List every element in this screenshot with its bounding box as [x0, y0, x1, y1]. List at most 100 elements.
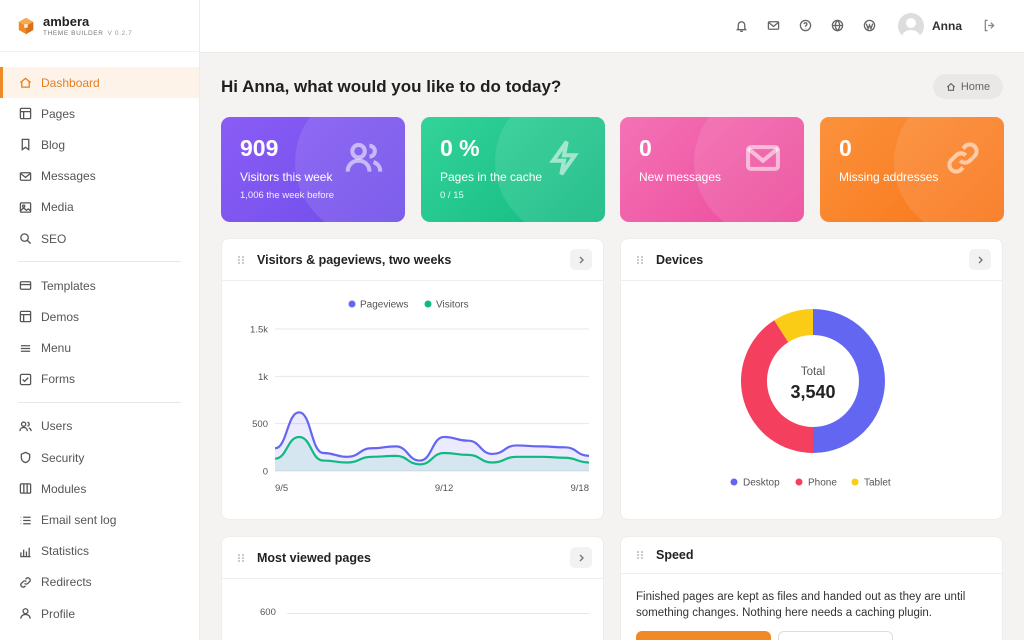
- sidebar-item-messages[interactable]: Messages: [0, 161, 199, 192]
- columns-icon: [18, 482, 32, 496]
- speed-secondary-button[interactable]: [778, 631, 893, 640]
- mail-icon[interactable]: [767, 19, 780, 32]
- x-tick-label: 9/12: [435, 483, 454, 494]
- drag-handle-icon[interactable]: [237, 255, 245, 265]
- y-tick-label: 0: [263, 467, 268, 478]
- sidebar-item-redirects[interactable]: Redirects: [0, 567, 199, 598]
- chevron-right-button[interactable]: [969, 249, 991, 270]
- drag-handle-icon[interactable]: [636, 255, 644, 265]
- card-title: Visitors & pageviews, two weeks: [257, 252, 452, 267]
- visitors-card: Visitors & pageviews, two weeks Pageview…: [221, 238, 604, 520]
- sidebar-item-label: Dashboard: [41, 75, 100, 90]
- sidebar-item-demos[interactable]: Demos: [0, 301, 199, 332]
- stat-value: 909: [240, 135, 279, 161]
- sidebar-item-modules[interactable]: Modules: [0, 473, 199, 504]
- total-label: Total: [801, 366, 825, 378]
- card-header: Speed: [621, 537, 1002, 574]
- card-header: Most viewed pages: [222, 537, 603, 579]
- image-icon: [18, 200, 32, 214]
- shield-icon: [18, 451, 32, 465]
- sidebar-item-blog[interactable]: Blog: [0, 129, 199, 160]
- sidebar-item-label: Messages: [41, 169, 96, 184]
- grid-line: [287, 613, 589, 614]
- sidebar-item-menu[interactable]: Menu: [0, 333, 199, 364]
- sidebar-item-statistics[interactable]: Statistics: [0, 536, 199, 567]
- sidebar-item-templates[interactable]: Templates: [0, 270, 199, 301]
- brand-logo-icon: [18, 17, 34, 34]
- bell-icon[interactable]: [735, 19, 748, 32]
- sidebar-item-label: Email sent log: [41, 513, 117, 528]
- cache-stat-card[interactable]: 0 % Pages in the cache 0 / 15: [421, 117, 605, 222]
- stat-subtext: 1,006 the week before: [240, 190, 335, 201]
- x-tick-label: 9/5: [275, 483, 288, 494]
- sidebar-item-security[interactable]: Security: [0, 442, 199, 473]
- sidebar-item-seo[interactable]: SEO: [0, 223, 199, 254]
- sidebar-item-label: Redirects: [41, 575, 92, 590]
- link-icon: [18, 575, 32, 589]
- series-line-pageviews: [274, 411, 590, 462]
- sidebar-item-media[interactable]: Media: [0, 192, 199, 223]
- layout-icon: [18, 107, 32, 121]
- visitors-stat-card[interactable]: 909 Visitors this week 1,006 the week befo…: [221, 117, 405, 222]
- card-title: Speed: [656, 548, 694, 562]
- stat-value: 0: [639, 135, 652, 161]
- card-title: Most viewed pages: [257, 550, 371, 565]
- sidebar-item-dashboard[interactable]: Dashboard: [0, 67, 199, 99]
- chevron-right-icon: [579, 554, 584, 561]
- chevron-right-button[interactable]: [570, 547, 592, 568]
- logout-icon[interactable]: [983, 19, 996, 32]
- chevron-right-icon: [978, 256, 983, 263]
- speed-primary-button[interactable]: [636, 631, 771, 640]
- users-icon: [345, 139, 383, 177]
- missing-addresses-stat-card[interactable]: 0 Missing addresses: [820, 117, 1004, 222]
- messages-stat-card[interactable]: 0 New messages: [620, 117, 804, 222]
- devices-chart: Total 3,540 Desktop Phone Tablet: [730, 309, 891, 489]
- sidebar-item-pages[interactable]: Pages: [0, 98, 199, 129]
- sidebar-item-label: Users: [41, 419, 73, 434]
- users-icon: [18, 419, 32, 433]
- user-icon: [18, 607, 32, 621]
- stat-value: 0 %: [440, 135, 480, 161]
- legend-marker: [851, 478, 859, 486]
- bolt-icon: [545, 139, 583, 177]
- sidebar-item-label: Statistics: [41, 544, 90, 559]
- legend-label: Desktop: [743, 478, 780, 489]
- sidebar-item-users[interactable]: Users: [0, 411, 199, 442]
- home-icon: [18, 76, 32, 90]
- brand-version: V 0.2.7: [107, 29, 133, 37]
- drag-handle-icon[interactable]: [636, 550, 644, 560]
- legend-label: Pageviews: [360, 300, 408, 311]
- y-tick-label: 500: [252, 419, 268, 430]
- sidebar-item-profile[interactable]: Profile: [0, 598, 199, 629]
- sidebar-item-label: Blog: [41, 137, 66, 152]
- breadcrumb-home-button[interactable]: Home: [933, 74, 1003, 99]
- drag-handle-icon[interactable]: [237, 553, 245, 563]
- sidebar-item-label: Media: [41, 200, 74, 215]
- legend-marker: [795, 478, 803, 486]
- chevron-right-icon: [579, 256, 584, 263]
- legend-label: Phone: [808, 478, 837, 489]
- user-menu[interactable]: Anna: [898, 13, 962, 39]
- wordpress-icon[interactable]: [863, 19, 876, 32]
- nav-divider: [18, 261, 181, 263]
- sidebar-item-forms[interactable]: Forms: [0, 364, 199, 395]
- series-line-visitors: [274, 435, 590, 466]
- sidebar-nav: Dashboard Pages Blog Messages Media SEO Templ…: [0, 52, 199, 629]
- help-icon[interactable]: [799, 19, 812, 32]
- total-value: 3,540: [790, 382, 835, 402]
- bar-chart-icon: [18, 544, 32, 558]
- y-tick-label: 1.5k: [250, 325, 268, 336]
- card-header: Devices: [621, 239, 1002, 281]
- legend-marker: [348, 300, 356, 308]
- sidebar-item-label: Modules: [41, 481, 87, 496]
- visitors-chart: Pageviews Visitors 0 500 1k 1.5k 9/5 9/12 9/18: [250, 300, 590, 494]
- globe-icon[interactable]: [831, 19, 844, 32]
- menu-icon: [18, 341, 32, 355]
- brand-subtitle: THEME BUILDER: [43, 29, 104, 37]
- avatar[interactable]: [898, 13, 924, 39]
- brand-name: ambera: [43, 13, 90, 29]
- chevron-right-button[interactable]: [570, 249, 592, 270]
- sidebar-item-label: Menu: [41, 341, 72, 356]
- brand[interactable]: ambera THEME BUILDER V 0.2.7: [0, 0, 199, 52]
- sidebar-item-email-sent-log[interactable]: Email sent log: [0, 504, 199, 535]
